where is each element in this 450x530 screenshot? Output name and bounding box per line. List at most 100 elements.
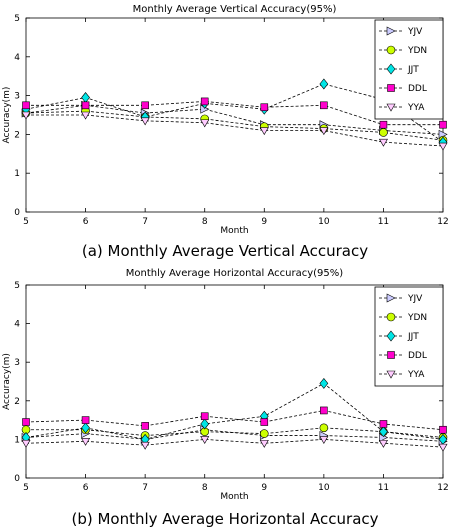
legend-box [374,286,444,387]
legend-marker-jjt [386,330,396,342]
x-tick-label: 7 [142,217,148,227]
legend-label-ydn: YDN [407,313,427,323]
series-line-jjt [25,83,444,143]
y-axis-label: Accuracy(m) [2,353,12,410]
data-point-ddl [320,101,328,110]
x-tick-label: 6 [83,217,89,227]
data-point-yya [259,439,269,448]
x-axis-label: Month [220,226,248,236]
data-point-yya [81,111,91,120]
legend-label-ydn: YDN [407,46,427,56]
data-point-yya [378,439,388,448]
y-tick-label: 4 [14,320,20,330]
data-point-yya [378,138,388,147]
x-axis-label: Month [220,492,248,502]
y-tick-label: 0 [14,474,20,484]
x-tick-label: 10 [318,217,330,227]
y-tick-label: 4 [14,53,20,63]
data-point-yya [319,436,329,445]
chart-title: Monthly Average Vertical Accuracy(95%) [133,4,337,15]
series-line-ddl [26,101,443,126]
data-point-ddl [141,101,149,110]
y-tick-label: 1 [14,169,20,179]
data-point-ydn [259,429,269,438]
x-tick-label: 12 [437,217,448,227]
data-point-yya [21,111,31,120]
data-point-jjt [200,418,210,430]
legend-box [374,19,444,120]
data-point-ddl [260,418,269,426]
x-tick-label: 6 [83,483,89,493]
y-tick-label: 5 [14,14,20,24]
data-point-yya [319,127,329,136]
x-tick-label: 12 [437,483,448,493]
data-point-yya [200,436,210,445]
y-tick-label: 2 [14,397,20,407]
data-point-jjt [319,377,329,389]
data-point-ddl [320,406,328,415]
data-point-ddl [81,101,90,110]
data-point-ddl [379,420,388,428]
data-point-ddl [439,425,447,434]
series-line-jjt [25,382,444,440]
legend-label-yya: YYA [407,103,425,113]
data-point-jjt [81,422,90,434]
data-point-yya [21,439,31,448]
x-tick-label: 11 [378,483,389,493]
x-tick-label: 11 [378,217,389,227]
data-point-yya [81,438,91,446]
x-tick-label: 9 [261,483,267,493]
y-tick-label: 5 [14,281,20,291]
data-point-ydn [319,423,329,433]
data-point-ddl [22,101,30,110]
legend-label-jjt: JJT [407,65,419,75]
plot-area [25,17,444,213]
y-tick-label: 3 [14,92,20,102]
data-point-ddl [379,120,388,129]
legend-marker-jjt [386,63,396,75]
y-tick-label: 0 [14,208,20,218]
legend-marker-ydn [386,312,396,322]
legend-marker-yjv [386,293,396,303]
data-point-ddl [260,103,269,112]
data-point-yya [140,441,150,450]
x-tick-label: 7 [142,483,148,493]
x-tick-label: 9 [261,217,267,227]
chart-panel-1: Monthly Average Vertical Accuracy(95%) 5 6… [2,4,449,260]
data-point-ddl [81,416,90,424]
x-tick-label: 8 [202,217,208,227]
x-tick-label: 5 [23,483,29,493]
data-point-ddl [141,422,149,430]
data-point-yya [140,117,150,126]
legend-marker-yya [386,370,396,379]
legend-marker-yya [386,103,396,112]
x-tick-label: 10 [318,483,330,493]
series-line-ddl [25,410,444,431]
chart-title: Monthly Average Horizontal Accuracy(95%) [126,268,343,279]
y-tick-label: 1 [14,435,20,445]
legend-label-jjt: JJT [407,332,419,342]
legend-label-yjv: YJV [407,27,423,37]
legend-marker-ddl [387,351,395,359]
legend-marker-ddl [387,84,395,92]
data-point-ddl [200,97,209,106]
y-tick-label: 3 [14,358,20,368]
data-point-ddl [22,418,30,426]
x-tick-label: 5 [23,217,29,227]
legend-label-yya: YYA [407,370,425,380]
data-point-ydn [379,128,388,137]
y-tick-label: 2 [14,130,20,140]
legend-label-yjv: YJV [407,294,423,304]
chart-panel-2: Monthly Average Horizontal Accuracy(95%)… [2,268,449,528]
plot-area [25,284,444,479]
data-point-yya [438,443,448,452]
legend-marker-yjv [386,26,396,36]
data-point-yya [200,119,210,128]
legend-label-ddl: DDL [408,84,427,94]
figure-caption: (a) Monthly Average Vertical Accuracy [82,242,368,260]
y-axis-label: Accuracy(m) [2,87,12,144]
data-point-jjt [319,78,329,90]
series-line-yjv [25,104,444,135]
data-point-jjt [379,426,388,438]
